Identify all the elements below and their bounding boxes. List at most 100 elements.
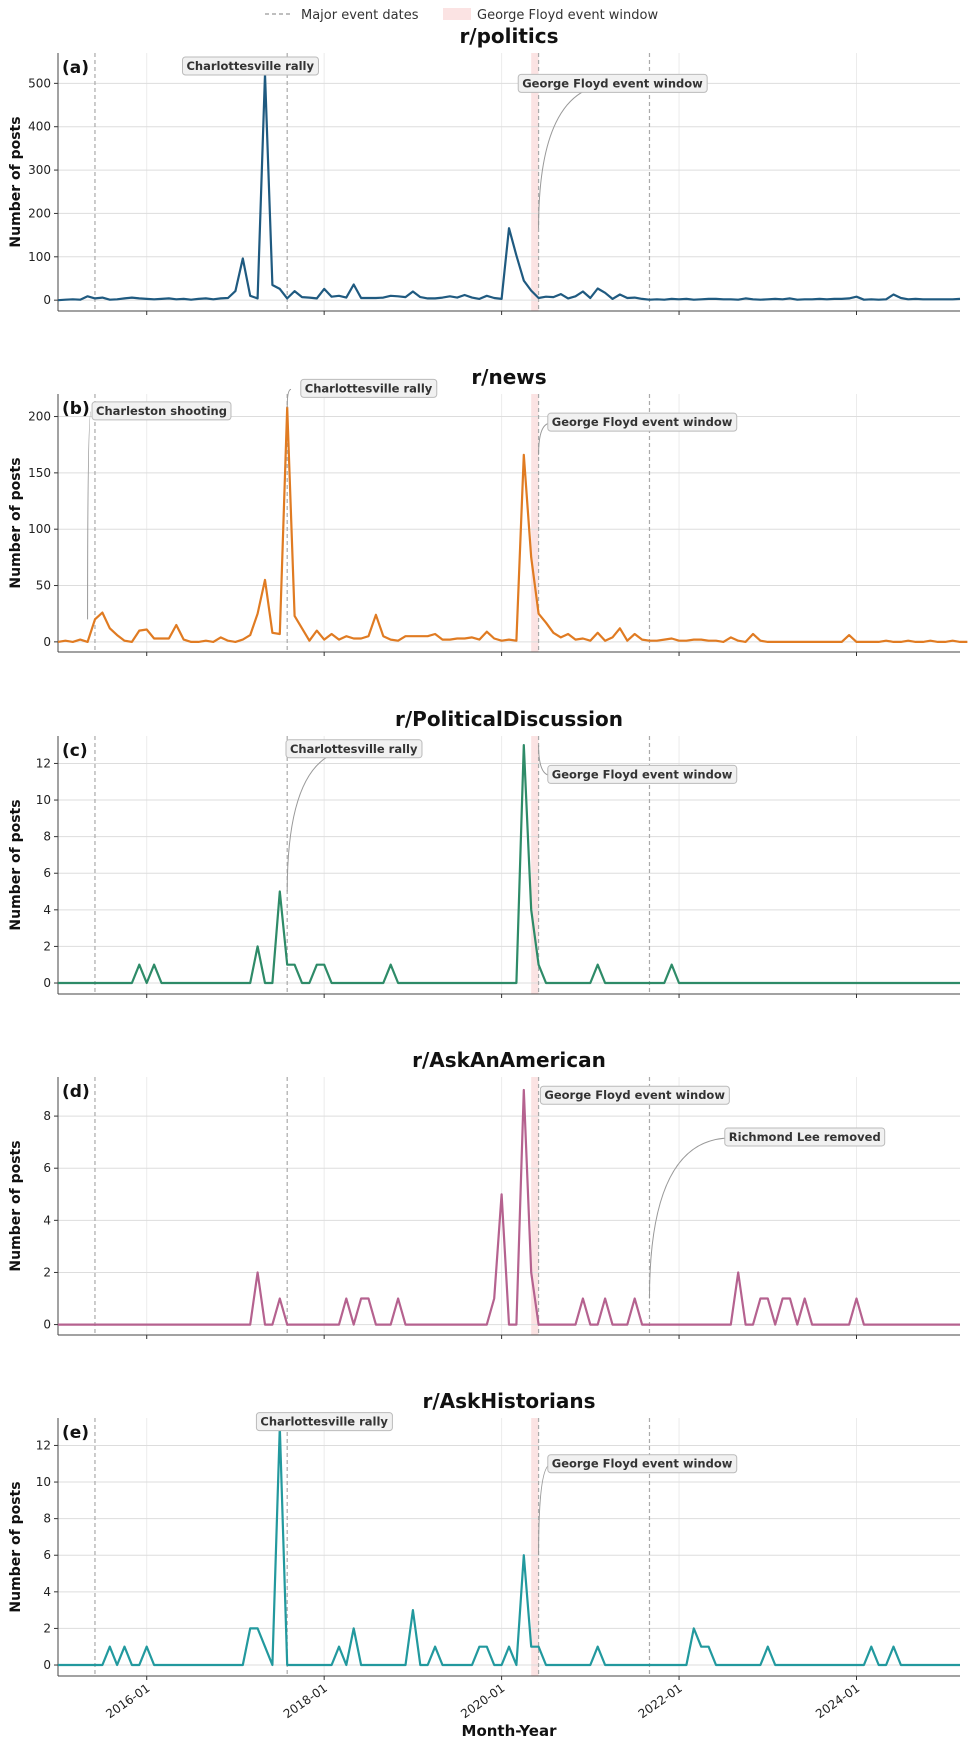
annotation-box — [547, 412, 738, 432]
panel-label: (a) — [62, 58, 89, 78]
y-tick-label: 8 — [43, 1109, 51, 1123]
annotation-box — [547, 764, 738, 784]
annotation-label: Charlottesville rally — [305, 381, 433, 395]
annotation-label: George Floyd event window — [544, 1088, 725, 1102]
annotation-label: Charlottesville rally — [290, 742, 418, 756]
chart-title: r/politics — [459, 24, 558, 48]
panel-askhistorians: r/AskHistorians 0 2 4 6 8 10 12 Charlottesville … — [8, 1389, 960, 1721]
annotation-arrow — [286, 388, 292, 408]
event-window-band — [531, 736, 539, 994]
y-axis-label: Number of posts — [8, 457, 24, 588]
annotation-box — [91, 401, 232, 421]
y-tick-label: 0 — [43, 976, 51, 990]
y-tick-label: 2 — [43, 939, 51, 953]
chart-title: r/AskHistorians — [422, 1389, 595, 1413]
annotation-label: George Floyd event window — [522, 76, 703, 90]
annotation-arrow — [648, 1137, 731, 1299]
panel-label: (e) — [62, 1423, 89, 1443]
y-tick-label: 12 — [36, 756, 51, 770]
event-window-band — [531, 53, 539, 311]
series-line — [58, 1088, 960, 1326]
x-axis-label: Month-Year — [462, 1722, 558, 1740]
annotation-label: Charlottesville rally — [260, 1415, 388, 1429]
y-tick-label: 400 — [28, 120, 51, 134]
panel-politicaldiscussion: r/PoliticalDiscussion 0 2 4 6 8 10 12 Charlottes… — [8, 707, 960, 998]
series-line — [58, 743, 960, 985]
event-window-band — [531, 1077, 539, 1335]
annotation-label: George Floyd event window — [552, 415, 733, 429]
annotation-arrow — [538, 1464, 551, 1556]
y-tick-label: 100 — [28, 522, 51, 536]
y-tick-label: 2 — [43, 1621, 51, 1635]
annotation-label: George Floyd event window — [552, 1457, 733, 1471]
x-tick-label: 2016-01 — [103, 1681, 152, 1721]
series-line — [57, 73, 961, 302]
annotation-box — [539, 1085, 730, 1105]
y-tick-label: 0 — [43, 635, 51, 649]
y-tick-label: 0 — [43, 293, 51, 307]
y-tick-label: 0 — [43, 1658, 51, 1672]
legend-window-label: George Floyd event window — [477, 8, 658, 23]
panel-label: (b) — [62, 399, 90, 419]
annotation-box — [547, 1454, 738, 1474]
y-tick-label: 10 — [36, 793, 51, 807]
x-tick-label: 2018-01 — [281, 1681, 330, 1721]
panel-label: (d) — [62, 1082, 90, 1102]
x-tick-label: 2020-01 — [458, 1681, 507, 1721]
y-axis-label: Number of posts — [8, 1481, 24, 1612]
legend-event-label: Major event dates — [301, 8, 419, 23]
event-window-band — [531, 1418, 539, 1676]
series-line — [58, 1425, 960, 1667]
panel-politics: r/politics 0 100 200 300 400 500 Charlottesvill… — [8, 24, 961, 315]
y-tick-label: 8 — [43, 830, 51, 844]
y-tick-label: 6 — [43, 866, 51, 880]
chart-title: r/PoliticalDiscussion — [395, 707, 623, 731]
y-tick-label: 150 — [28, 466, 51, 480]
y-tick-label: 0 — [43, 1318, 51, 1332]
y-tick-label: 50 — [36, 579, 51, 593]
event-window-band — [531, 394, 539, 652]
y-tick-label: 12 — [36, 1438, 51, 1452]
annotation-box — [285, 739, 423, 759]
annotation-arrow — [286, 749, 354, 892]
y-tick-label: 4 — [43, 1213, 51, 1227]
annotation-box — [517, 73, 708, 93]
x-tick-label: 2022-01 — [636, 1681, 685, 1721]
annotation-label: Richmond Lee removed — [729, 1130, 881, 1144]
y-tick-label: 500 — [28, 76, 51, 90]
y-tick-label: 2 — [43, 1265, 51, 1279]
panels: r/politics0100200300400500Charlottesvill… — [8, 24, 968, 1721]
annotation-box — [255, 1412, 393, 1432]
y-tick-label: 200 — [28, 410, 51, 424]
x-tick-label: 2024-01 — [813, 1681, 862, 1721]
y-axis-label: Number of posts — [8, 116, 24, 247]
y-tick-label: 4 — [43, 903, 51, 917]
annotation-arrow — [87, 411, 92, 620]
panel-label: (c) — [62, 741, 88, 761]
y-axis-label: Number of posts — [8, 1140, 24, 1271]
annotation-label: Charlottesville rally — [186, 59, 314, 73]
annotation-label: Charleston shooting — [96, 404, 227, 418]
y-tick-label: 200 — [28, 206, 51, 220]
y-tick-label: 6 — [43, 1548, 51, 1562]
annotation-box — [724, 1127, 886, 1147]
y-axis-label: Number of posts — [8, 799, 24, 930]
annotation-arrow — [538, 83, 613, 229]
y-tick-label: 300 — [28, 163, 51, 177]
series-line — [57, 406, 968, 644]
annotation-box — [300, 378, 438, 398]
panel-askanamerican: r/AskAnAmerican 0 2 4 6 8 George Floyd event w… — [8, 1048, 960, 1339]
annotation-label: George Floyd event window — [552, 767, 733, 781]
annotation-box — [181, 56, 319, 76]
y-tick-label: 10 — [36, 1475, 51, 1489]
y-tick-label: 6 — [43, 1161, 51, 1175]
legend-window-swatch — [443, 8, 471, 20]
panel-news: r/news 0 50 100 150 200 Charleston shooting Cha… — [8, 365, 968, 656]
y-tick-label: 4 — [43, 1585, 51, 1599]
chart-title: r/AskAnAmerican — [412, 1048, 606, 1072]
legend: Major event dates George Floyd event win… — [265, 8, 658, 23]
y-tick-label: 8 — [43, 1512, 51, 1526]
y-tick-label: 100 — [28, 250, 51, 264]
chart-title: r/news — [471, 365, 546, 389]
